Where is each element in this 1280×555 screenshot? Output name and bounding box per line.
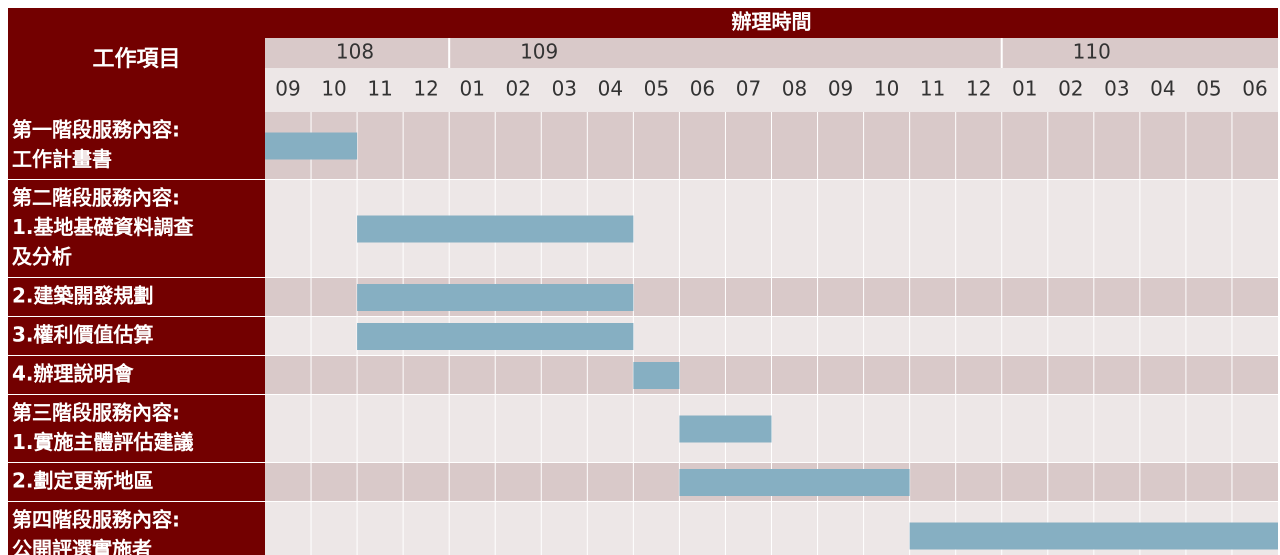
time-title-cell [265,8,1278,38]
month-label: 04 [1150,77,1175,101]
task-label-cell [8,317,265,356]
task-header: 工作項目 [92,47,180,72]
task-label-cell [8,395,265,463]
year-label: 110 [1073,40,1111,64]
month-label: 01 [459,77,484,101]
task-label: 第一階段服務內容: [12,117,180,141]
task-label: 1.基地基礎資料調查 [12,215,194,239]
task-bar [357,215,634,243]
month-label: 04 [598,77,623,101]
month-label: 06 [1242,77,1267,101]
task-label: 第四階段服務內容: [12,507,180,531]
month-label: 12 [413,77,438,101]
month-label: 10 [321,77,346,101]
year-row [265,38,1278,68]
month-label: 12 [966,77,991,101]
month-label: 09 [828,77,853,101]
month-label: 05 [1196,77,1221,101]
month-label: 02 [506,77,531,101]
time-title: 辦理時間 [732,10,812,34]
task-bar [909,522,1278,550]
task-label: 3.權利價值估算 [12,322,154,346]
task-label-cell [8,112,265,180]
task-label: 2.劃定更新地區 [12,468,154,492]
task-bar [679,469,910,496]
task-label: 2.建築開發規劃 [12,283,154,307]
task-label: 公開評選實施者 [12,537,152,555]
task-label: 第三階段服務內容: [12,400,180,424]
task-label: 第二階段服務內容: [12,185,180,209]
month-label: 07 [736,77,761,101]
month-label: 08 [782,77,807,101]
task-label-cell [8,180,265,278]
month-label: 09 [275,77,300,101]
task-bar [357,323,634,350]
month-label: 11 [920,77,945,101]
month-label: 10 [874,77,899,101]
task-label-cell [8,356,265,395]
task-label: 1.實施主體評估建議 [12,430,194,454]
month-label: 05 [644,77,669,101]
month-row [265,68,1278,112]
task-bar [679,415,772,443]
month-label: 03 [1104,77,1129,101]
month-label: 06 [690,77,715,101]
task-bar [633,362,680,389]
task-label-cell [8,278,265,317]
year-label: 108 [336,40,374,64]
task-label: 工作計畫書 [12,147,112,171]
task-label: 及分析 [12,244,72,268]
task-bar [265,132,358,160]
task-label: 4.辦理說明會 [12,361,135,385]
month-label: 01 [1012,77,1037,101]
task-label-cell [8,502,265,555]
task-bar [357,284,634,311]
month-label: 11 [367,77,392,101]
month-label: 02 [1058,77,1083,101]
task-label-cell [8,463,265,502]
task-header-cell [8,8,265,112]
year-label: 109 [520,40,558,64]
month-label: 03 [552,77,577,101]
